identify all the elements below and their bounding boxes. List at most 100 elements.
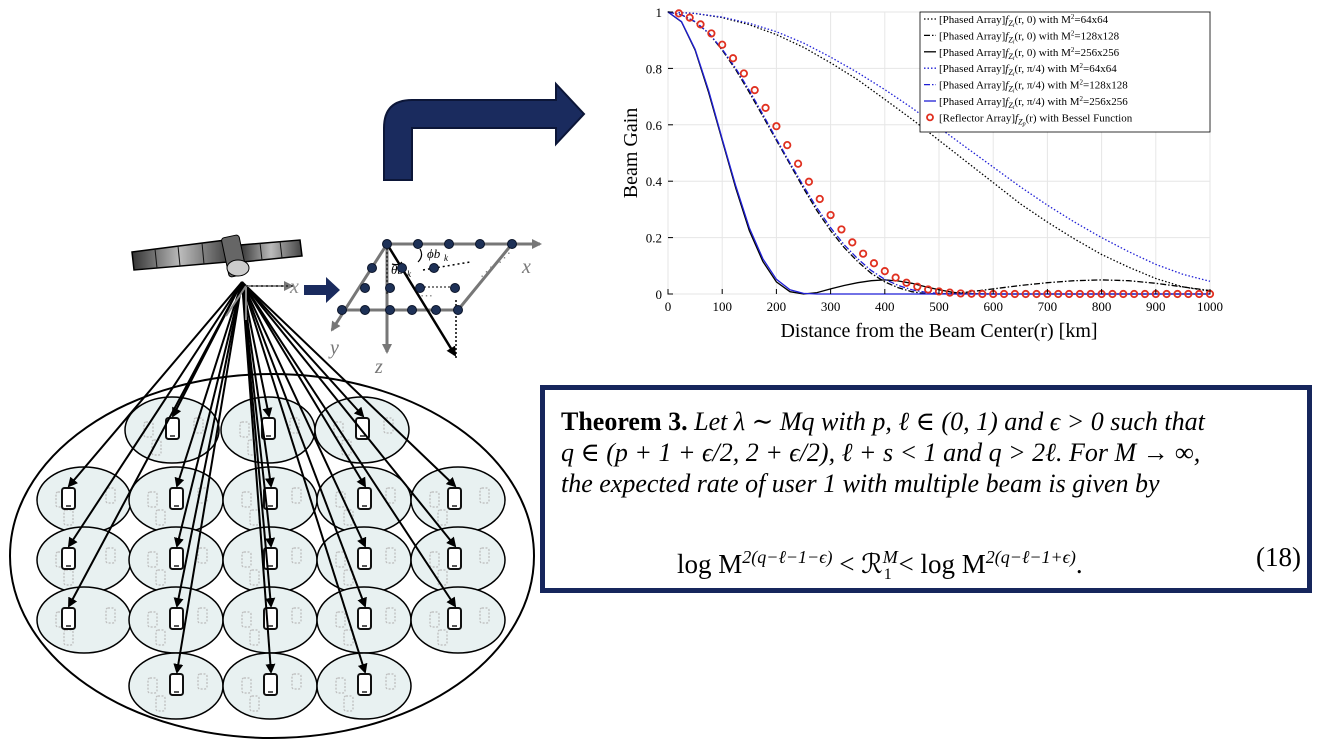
reflector-marker [837,225,846,234]
antenna-element [453,305,463,315]
theorem-line-1: Theorem 3. Let λ ∼ Mq with p, ℓ ∈ (0, 1)… [561,406,1301,437]
eq-right-sup: 2(q−ℓ−1+ϵ) [985,547,1076,567]
reflector-marker [1184,289,1193,299]
reflector-marker [880,267,889,276]
x-tick-label: 300 [821,299,841,314]
y-tick-label: 0.4 [646,174,663,189]
legend-label: [Reflector Array]fZp(r) with Bessel Func… [939,112,1133,127]
beam-arrows [67,281,457,674]
y-axis-label: y [328,337,339,359]
reflector-marker [750,86,759,95]
beam-arrow [241,281,276,674]
eq-mid: < ℛ [832,549,883,579]
y-tick-label: 0.8 [646,61,662,76]
legend-marker [926,113,934,122]
antenna-element [385,283,395,293]
reflector-marker [967,289,976,298]
x-tick-label: 100 [712,299,732,314]
reflector-marker [718,40,727,49]
beam-arrow [241,281,457,488]
reflector-marker [674,9,683,18]
phone-icon [447,607,462,630]
theorem-box: Theorem 3. Let λ ∼ Mq with p, ℓ ∈ (0, 1)… [540,385,1312,593]
phone-icon [61,607,76,630]
reflector-marker [978,289,987,299]
reflector-marker [772,122,781,131]
beam-arrow [241,281,367,608]
antenna-element [407,305,417,315]
reflector-marker [913,282,922,291]
reflector-marker [1032,289,1041,299]
reflector-marker [902,278,911,287]
reflector-marker [934,287,944,296]
reflector-marker [859,249,868,258]
reflector-marker [1195,289,1204,299]
x-tick-label: 0 [665,299,672,314]
beam-gain-chart: 0 100 200 300 400 500 600 700 800 900 1000 0 0.2 0.4 0… [620,5,1223,342]
theta-angle-sub: k [407,269,412,279]
antenna-element [367,263,377,273]
antenna-element [385,305,395,315]
phone-icon [61,547,76,570]
satellite-axes: x [225,276,299,320]
x-tick-label: 600 [983,299,1003,314]
eq-left: log M [677,549,743,579]
reflector-marker [739,69,748,78]
reflector-marker [685,13,694,22]
legend-label: [Phased Array]fZi(r, 0) with M2=64x64 [939,13,1109,29]
phone-icon [169,607,184,630]
reflector-marker [826,210,835,220]
beam-arrow [241,281,367,548]
reflector-marker [783,141,792,150]
eq-right: < log M [891,549,986,579]
beam-arrow [241,281,367,488]
eq-left-sup: 2(q−ℓ−1−ϵ) [742,547,833,567]
reflector-marker [1162,289,1171,299]
ticks-group: 0 100 200 300 400 500 600 700 800 900 1000 0 0.2 0.4 0… [646,5,1223,314]
beam-arrow [67,281,243,488]
reflector-marker [1173,289,1182,299]
theorem-text: Theorem 3. Let λ ∼ Mq with p, ℓ ∈ (0, 1)… [561,406,1301,583]
y-tick-label: 0.2 [646,231,662,246]
antenna-element [413,239,423,249]
beam-arrow [241,281,365,418]
series-group [667,9,1215,299]
beam-cell [36,586,132,654]
reflector-marker [1064,289,1074,299]
phone-icon [165,417,180,440]
x-tick-label: 200 [767,299,787,314]
y-tick-label: 0.6 [646,118,663,133]
x-tick-label: 400 [875,299,895,314]
equation-body: log M2(q−ℓ−1−ϵ) < ℛM1 < log M2(q−ℓ−1+ϵ). [677,542,1083,590]
antenna-element [360,305,370,315]
reflector-marker [804,177,814,186]
reflector-marker [793,159,803,168]
x-tick-label: 900 [1146,299,1166,314]
x-tick-label: 1000 [1197,299,1223,314]
x-tick-label: 800 [1092,299,1112,314]
beam-arrow [173,281,243,674]
beam-arrow [173,281,243,608]
eq-end: . [1075,549,1083,579]
phone-icon [61,487,76,510]
antenna-element [475,239,485,249]
theorem-label: Theorem 3. [561,407,688,436]
reflector-marker [1130,289,1139,299]
reflector-marker [1086,289,1095,299]
reflector-marker [1108,289,1117,299]
z-axis-label: z [374,356,383,378]
beam-arrow [241,281,368,674]
reflector-marker [848,238,857,247]
phi-angle-label: ϕb [427,246,441,261]
beam-arrow [241,281,457,548]
reflector-marker [1075,289,1085,299]
eq-mid-sup: M [882,547,898,567]
x-axis-label: x [521,256,531,278]
reflector-marker [815,194,824,204]
reflector-marker [869,259,879,268]
reflector-marker [1054,289,1063,299]
legend-label: [Phased Array]fZi(r, 0) with M2=128x128 [939,29,1120,45]
phone-icon [447,487,462,510]
theorem-line1-text: Let λ ∼ Mq with p, ℓ ∈ (0, 1) and ϵ > 0 … [694,407,1205,436]
antenna-element [382,239,392,249]
